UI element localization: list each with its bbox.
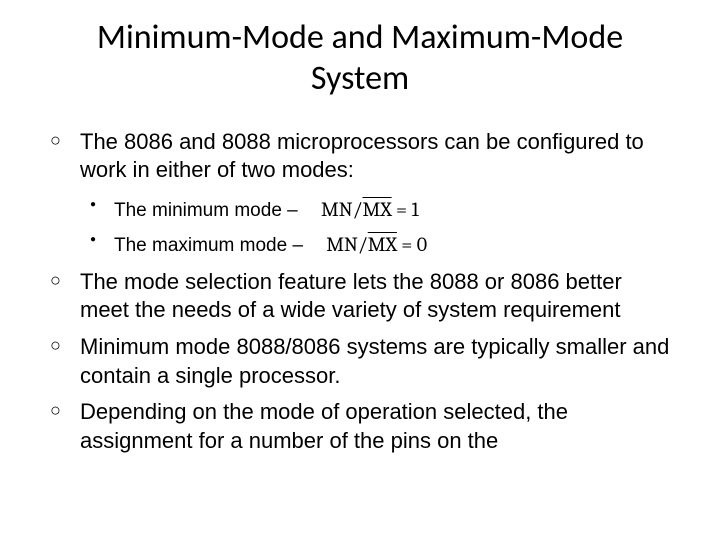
formula-mx: MX (362, 198, 391, 221)
sub-bullet-item: The minimum mode – MN/MX = 1 (114, 195, 670, 225)
formula-eq: = 1 (392, 198, 419, 221)
bullet-text: The mode selection feature lets the 8088… (80, 269, 622, 323)
bullet-text: The 8086 and 8088 microprocessors can be… (80, 129, 644, 183)
formula: MN/MX = 1 (321, 198, 419, 221)
slide-title: Minimum-Mode and Maximum-Mode System (50, 18, 670, 100)
bullet-text: Depending on the mode of operation selec… (80, 399, 568, 453)
bullet-item: Minimum mode 8088/8086 systems are typic… (80, 333, 670, 390)
sub-bullet-label: The minimum mode – (114, 200, 298, 221)
sub-bullet-label: The maximum mode – (114, 235, 303, 256)
bullet-text: Minimum mode 8088/8086 systems are typic… (80, 334, 669, 388)
sub-bullet-item: The maximum mode – MN/MX = 0 (114, 230, 670, 260)
formula-mn: MN/ (326, 233, 367, 256)
sub-bullet-list: The minimum mode – MN/MX = 1 The maximum… (80, 195, 670, 260)
formula-mx: MX (368, 233, 397, 256)
bullet-item: The 8086 and 8088 microprocessors can be… (80, 128, 670, 260)
formula-eq: = 0 (397, 233, 427, 256)
bullet-item: Depending on the mode of operation selec… (80, 398, 670, 455)
bullet-list: The 8086 and 8088 microprocessors can be… (50, 128, 670, 456)
formula: MN/MX = 0 (326, 233, 427, 256)
formula-mn: MN/ (321, 198, 362, 221)
bullet-item: The mode selection feature lets the 8088… (80, 268, 670, 325)
